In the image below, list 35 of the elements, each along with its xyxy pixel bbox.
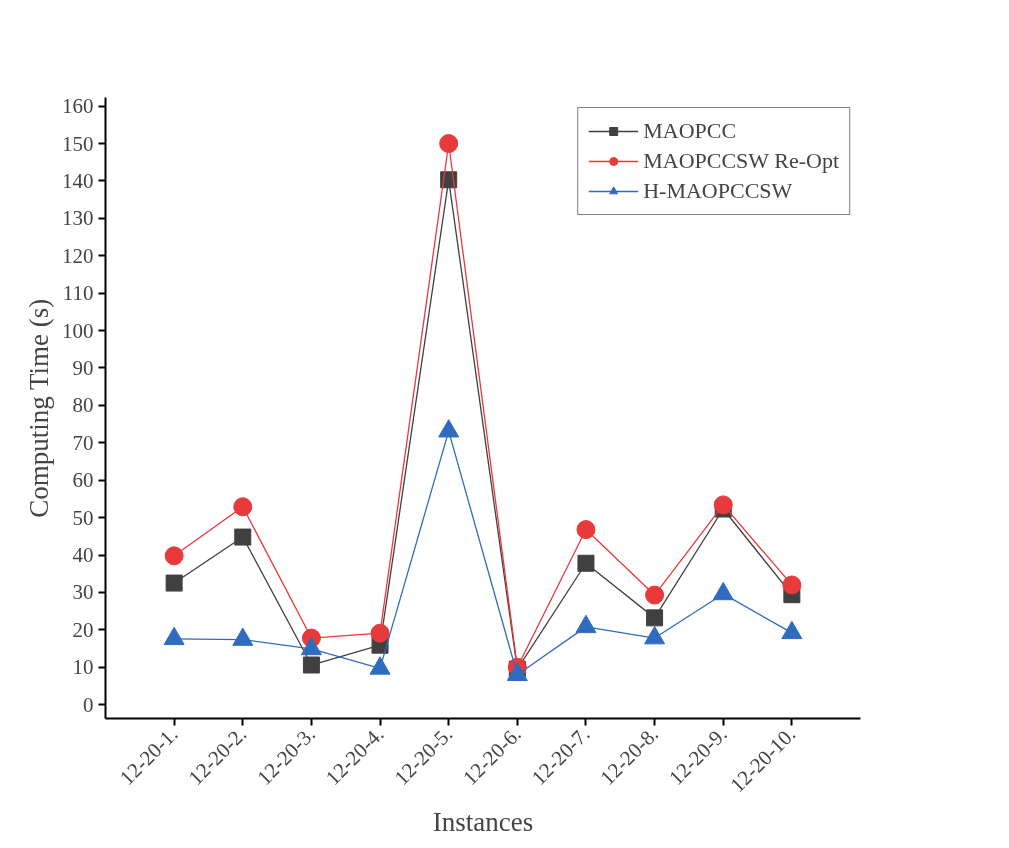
point — [646, 609, 664, 627]
y-tick-label: 0 — [83, 692, 94, 717]
point — [577, 554, 595, 572]
y-tick-label: 80 — [72, 393, 94, 418]
y-tick-label: 40 — [72, 543, 94, 568]
y-tick-label: 120 — [62, 243, 94, 268]
point — [439, 134, 459, 153]
point — [782, 575, 802, 595]
legend-label: MAOPCCSW Re-Opt — [643, 148, 839, 174]
point — [302, 656, 320, 674]
y-tick-label: 110 — [62, 281, 94, 306]
y-tick-label: 70 — [72, 430, 94, 455]
y-tick-label: 90 — [72, 355, 94, 380]
legend-label: MAOPCC — [643, 118, 737, 144]
point — [165, 574, 183, 592]
point — [645, 585, 665, 605]
x-axis-title: Instances — [432, 806, 534, 837]
y-tick-label: 140 — [62, 168, 94, 193]
point — [576, 520, 596, 540]
y-tick-label: 50 — [72, 505, 94, 530]
point — [713, 495, 733, 515]
y-tick-label: 60 — [72, 468, 94, 493]
y-tick-label: 130 — [62, 206, 94, 231]
point — [164, 546, 184, 566]
legend-label: H-MAOPCCSW — [643, 178, 793, 204]
y-tick-label: 160 — [62, 94, 94, 119]
y-tick-label: 100 — [62, 318, 94, 343]
y-tick-label: 30 — [72, 580, 94, 605]
y-axis-title: Computing Time (s) — [24, 298, 54, 518]
point — [370, 623, 390, 643]
y-tick-label: 150 — [62, 131, 94, 156]
point — [234, 528, 252, 546]
y-tick-label: 20 — [72, 617, 94, 642]
point — [233, 497, 253, 517]
y-tick-label: 10 — [72, 655, 94, 680]
